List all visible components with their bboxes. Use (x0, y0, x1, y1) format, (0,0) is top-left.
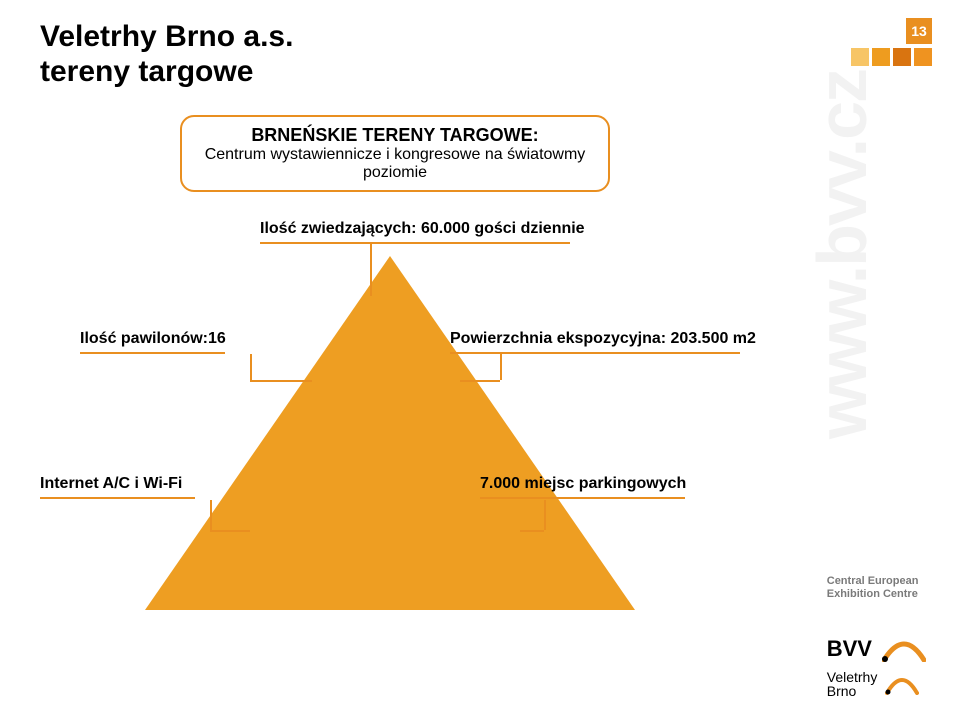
watermark-text: www.bvv.cz (802, 70, 882, 439)
logo-bvv-text: BVV (827, 636, 872, 662)
decor-square (893, 48, 911, 66)
stat-area-text: Powierzchnia ekspozycyjna: 203.500 m2 (450, 330, 756, 347)
underline (260, 242, 570, 244)
title-line2: tereny targowe (40, 55, 293, 90)
cee-line1: Central European (827, 575, 919, 587)
stat-area: Powierzchnia ekspozycyjna: 203.500 m2 (450, 330, 756, 354)
stat-parking-text: 7.000 miejsc parkingowych (480, 475, 686, 492)
arc-icon (885, 673, 919, 695)
stat-parking: 7.000 miejsc parkingowych (480, 475, 686, 499)
info-box: BRNEŃSKIE TERENY TARGOWE: Centrum wystaw… (180, 115, 610, 192)
decor-square (872, 48, 890, 66)
stat-pavilions-text: Ilość pawilonów:16 (80, 330, 226, 347)
stat-visitors-text: Ilość zwiedzających: 60.000 gości dzienn… (260, 220, 585, 237)
vb-line2: Brno (827, 683, 857, 699)
decor-square (914, 48, 932, 66)
vb-line1: Veletrhy (827, 669, 878, 685)
title-line1: Veletrhy Brno a.s. (40, 20, 293, 55)
footer-logos: Central European Exhibition Centre BVV V… (827, 575, 926, 699)
page-number: 13 (906, 18, 932, 44)
stat-pavilions: Ilość pawilonów:16 (80, 330, 226, 354)
stat-visitors: Ilość zwiedzających: 60.000 gości dzienn… (260, 220, 585, 244)
decor-squares (851, 48, 932, 66)
page-title: Veletrhy Brno a.s. tereny targowe (40, 20, 293, 89)
stat-internet-text: Internet A/C i Wi-Fi (40, 475, 182, 492)
arc-icon (882, 636, 926, 662)
logo-vb: Veletrhy Brno (827, 670, 926, 699)
decor-square (851, 48, 869, 66)
underline (480, 497, 685, 499)
cee-line2: Exhibition Centre (827, 588, 918, 600)
logo-vb-text: Veletrhy Brno (827, 670, 878, 699)
stat-internet: Internet A/C i Wi-Fi (40, 475, 195, 499)
info-sub: Centrum wystawiennicze i kongresowe na ś… (194, 146, 596, 182)
info-header: BRNEŃSKIE TERENY TARGOWE: (194, 125, 596, 146)
triangle-shape (145, 256, 635, 610)
logo-cee: Central European Exhibition Centre (827, 575, 926, 601)
logo-bvv: BVV (827, 636, 926, 662)
underline (80, 352, 225, 354)
underline (450, 352, 740, 354)
underline (40, 497, 195, 499)
